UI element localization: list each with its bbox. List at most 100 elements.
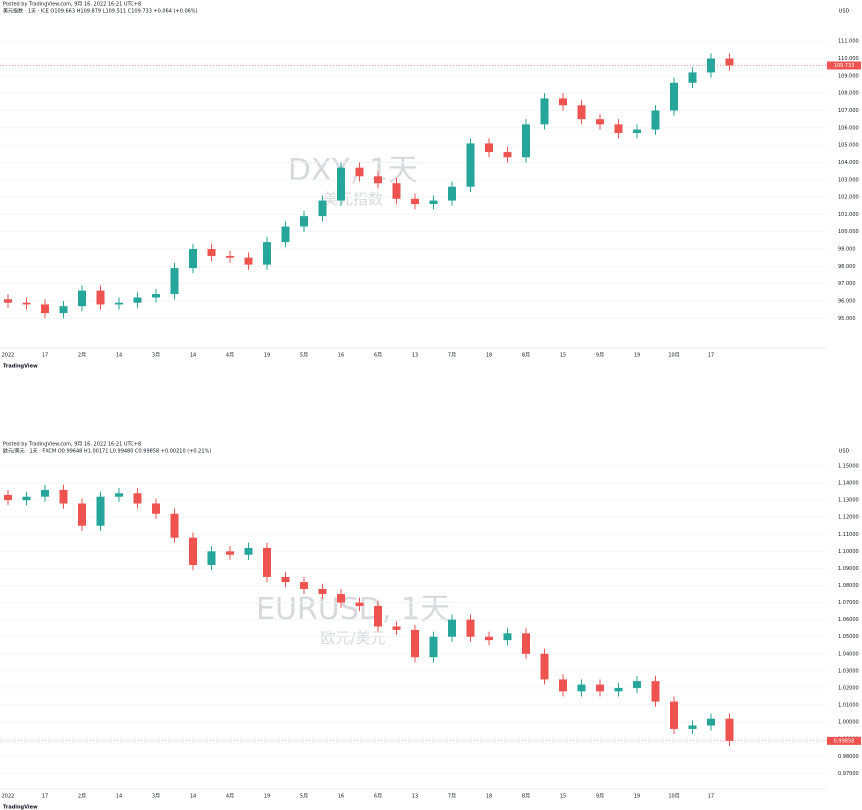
x-tick-label: 18	[486, 353, 492, 359]
candle-body	[78, 503, 86, 526]
x-tick-label: 14	[116, 794, 122, 800]
x-tick-label: 16	[338, 794, 344, 800]
x-tick-label: 17	[42, 353, 48, 359]
x-tick-label: 13	[412, 794, 418, 800]
candle-body	[355, 167, 364, 177]
chart-header: Posted by TradingView.com, 9月 16, 2022 1…	[3, 2, 141, 8]
candle-body	[226, 551, 234, 555]
y-tick-label: 97.000	[838, 281, 856, 287]
candle-body	[115, 493, 123, 497]
candle-body	[577, 684, 586, 692]
x-tick-label: 5月	[300, 353, 308, 359]
x-tick-label: 19	[264, 353, 270, 359]
y-tick-label: 1.04000	[838, 651, 859, 657]
candle-body	[59, 306, 68, 314]
candle-body	[540, 98, 549, 125]
candle-body	[559, 679, 567, 692]
price-label-bg	[827, 736, 861, 745]
y-tick-label: 96.000	[838, 298, 856, 304]
candle-body	[596, 119, 604, 125]
price-label-bg	[827, 61, 861, 70]
x-tick-label: 2022	[2, 353, 15, 359]
watermark-sub: 欧元/美元	[320, 629, 385, 647]
candle-body	[670, 82, 678, 111]
candle-body	[392, 626, 401, 630]
y-tick-label: 1.09000	[838, 566, 859, 572]
x-tick-label: 18	[486, 794, 492, 800]
candle-body	[22, 496, 31, 501]
candle-body	[244, 257, 253, 265]
y-tick-label: 1.00000	[838, 720, 859, 726]
candle-body	[207, 551, 216, 565]
y-tick-label: 0.97000	[838, 771, 859, 777]
x-tick-label: 19	[634, 353, 640, 359]
candle-body	[411, 629, 419, 658]
candle-body	[226, 255, 234, 258]
x-tick-label: 9月	[596, 353, 604, 359]
candle-body	[263, 547, 271, 577]
y-tick-label: 1.03000	[838, 668, 859, 674]
candle-body	[152, 503, 160, 514]
y-tick-label: 1.11000	[838, 532, 859, 538]
candle-body	[614, 124, 623, 134]
candle-body	[503, 152, 512, 158]
candle-body	[596, 684, 604, 692]
candle-body	[170, 513, 179, 538]
candle-body	[725, 58, 734, 66]
candle-body	[633, 681, 641, 688]
candle-body	[22, 302, 31, 305]
candle-body	[355, 602, 364, 606]
y-tick-label: 1.12000	[838, 515, 859, 521]
candle-body	[411, 198, 419, 205]
y-tick-label: 1.15000	[838, 463, 859, 469]
x-tick-label: 7月	[448, 794, 456, 800]
candle-body	[78, 290, 86, 307]
candle-body	[374, 605, 382, 627]
y-tick-label: 1.01000	[838, 703, 859, 709]
y-tick-label: 105.000	[838, 143, 859, 149]
chart-legend: 欧元/美元 · 1天 · FXCM O0.99648 H1.00171 L0.9…	[3, 448, 211, 455]
candle-body	[540, 653, 549, 680]
price-label: 109.733	[834, 63, 855, 69]
candle-body	[429, 200, 438, 205]
x-tick-label: 10月	[668, 794, 679, 800]
candle-body	[244, 547, 253, 555]
candle-body	[577, 105, 586, 120]
candle-body	[170, 268, 179, 295]
y-tick-label: 98.000	[838, 264, 856, 270]
x-tick-label: 16	[338, 353, 344, 359]
brand-logo: TradingView	[3, 805, 38, 810]
x-tick-label: 19	[634, 794, 640, 800]
candle-body	[115, 302, 123, 305]
watermark-sub: 美元指数	[323, 190, 383, 208]
candle-body	[300, 216, 308, 227]
candle-body	[522, 124, 530, 158]
candle-body	[337, 167, 345, 201]
candle-body	[485, 143, 493, 153]
candle-body	[448, 186, 456, 201]
candle-body	[429, 636, 438, 658]
x-tick-label: 17	[708, 794, 714, 800]
candle-body	[41, 304, 49, 314]
candle-body	[152, 294, 160, 298]
candle-body	[707, 718, 715, 726]
candle-body	[448, 619, 456, 637]
y-tick-label: 1.05000	[838, 634, 859, 640]
candle-body	[522, 633, 530, 654]
candle-body	[133, 297, 142, 303]
y-tick-label: 0.98000	[838, 754, 859, 760]
candle-body	[207, 249, 216, 256]
candle-body	[651, 110, 660, 130]
candle-body	[59, 489, 68, 504]
y-tick-label: 108.000	[838, 91, 859, 97]
y-tick-label: 100.000	[838, 229, 859, 235]
y-tick-label: 101.000	[838, 212, 859, 218]
y-tick-label: 1.14000	[838, 481, 859, 487]
candle-body	[503, 633, 512, 641]
y-tick-label: 1.07000	[838, 600, 859, 606]
candle-body	[466, 143, 475, 187]
candle-body	[614, 687, 623, 692]
x-tick-label: 8月	[522, 353, 530, 359]
x-tick-label: 19	[264, 794, 270, 800]
